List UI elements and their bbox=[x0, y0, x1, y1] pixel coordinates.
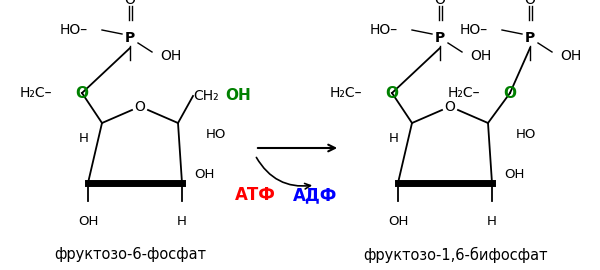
Text: H: H bbox=[79, 131, 89, 144]
Text: H₂C–: H₂C– bbox=[448, 86, 480, 100]
Text: O: O bbox=[125, 0, 136, 7]
Text: HO–: HO– bbox=[60, 23, 88, 37]
Text: H₂C–: H₂C– bbox=[329, 86, 362, 100]
Text: OH: OH bbox=[225, 89, 251, 103]
Text: O: O bbox=[434, 0, 445, 7]
Text: H₂C–: H₂C– bbox=[19, 86, 52, 100]
Text: OH: OH bbox=[504, 168, 524, 181]
Text: OH: OH bbox=[388, 215, 408, 228]
Text: АТФ: АТФ bbox=[235, 186, 275, 204]
Text: OH: OH bbox=[160, 49, 181, 63]
Text: H: H bbox=[487, 215, 497, 228]
Text: CH₂: CH₂ bbox=[193, 89, 218, 103]
Text: O: O bbox=[134, 100, 145, 114]
Text: OH: OH bbox=[560, 49, 581, 63]
Text: H: H bbox=[177, 215, 187, 228]
Text: O: O bbox=[503, 86, 517, 100]
Text: P: P bbox=[435, 31, 445, 45]
Text: OH: OH bbox=[194, 168, 214, 181]
Text: H: H bbox=[389, 131, 399, 144]
Text: O: O bbox=[445, 100, 455, 114]
Text: O: O bbox=[524, 0, 535, 7]
Text: HO: HO bbox=[206, 129, 226, 141]
Text: HO–: HO– bbox=[460, 23, 488, 37]
Text: O: O bbox=[76, 86, 89, 100]
Text: OH: OH bbox=[470, 49, 491, 63]
Text: O: O bbox=[386, 86, 398, 100]
Text: АДФ: АДФ bbox=[293, 186, 337, 204]
Text: P: P bbox=[125, 31, 135, 45]
Text: фруктозо-6-фосфат: фруктозо-6-фосфат bbox=[54, 248, 206, 262]
Text: HO: HO bbox=[516, 129, 536, 141]
Text: P: P bbox=[525, 31, 535, 45]
Text: фруктозо-1,6-бифосфат: фруктозо-1,6-бифосфат bbox=[363, 247, 547, 263]
Text: OH: OH bbox=[78, 215, 98, 228]
Text: HO–: HO– bbox=[370, 23, 398, 37]
FancyArrowPatch shape bbox=[256, 157, 310, 189]
